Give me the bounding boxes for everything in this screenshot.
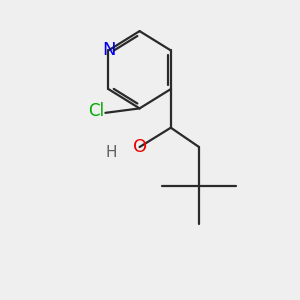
Text: Cl: Cl <box>88 102 105 120</box>
Text: H: H <box>106 146 117 160</box>
Text: N: N <box>102 41 116 59</box>
Text: O: O <box>133 138 147 156</box>
